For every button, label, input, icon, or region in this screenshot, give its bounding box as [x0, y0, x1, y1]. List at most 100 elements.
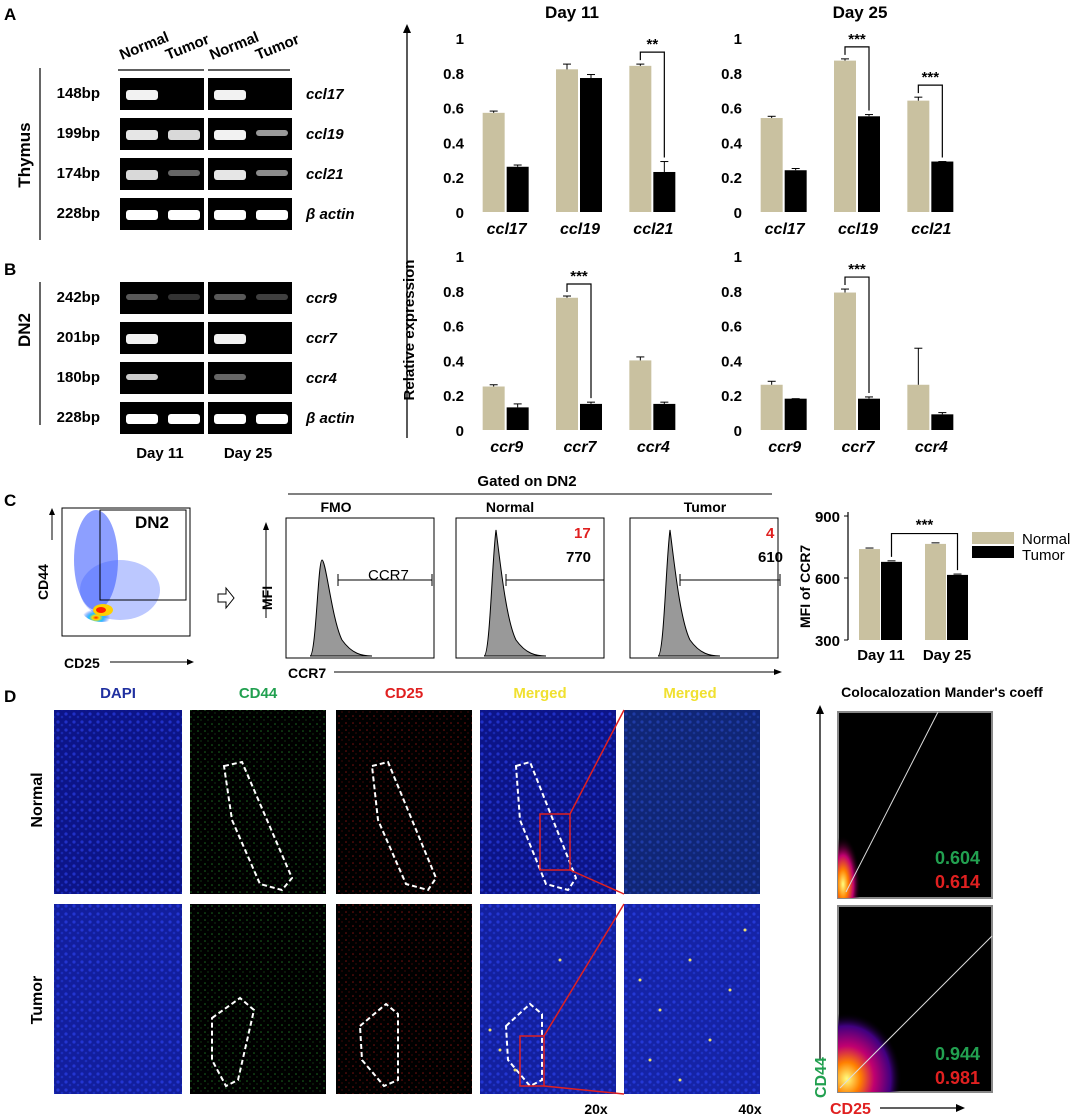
- dn2-label: DN2: [15, 313, 34, 347]
- mfi-category-label: Day 11: [857, 647, 905, 664]
- dn2-gate-label: DN2: [135, 513, 169, 532]
- y-tick-label: 0.8: [443, 284, 464, 301]
- gel-band: [168, 294, 200, 300]
- histograms: [285, 517, 781, 659]
- mfi-y-tick-label: 600: [815, 571, 840, 588]
- gel-gene-label: ccr7: [306, 330, 338, 347]
- gel-band: [126, 130, 158, 140]
- bar-normal: [834, 292, 856, 430]
- img-merged-tumor: [480, 904, 616, 1094]
- gel-band: [214, 130, 246, 140]
- mfi-significance-label: ***: [916, 517, 934, 534]
- chart-title: Day 25: [833, 3, 888, 22]
- gel-band: [256, 130, 288, 136]
- x-category-label: ccl19: [560, 221, 600, 238]
- bar-normal: [482, 112, 505, 212]
- y-tick-label: 0.2: [443, 388, 464, 405]
- significance-label: ***: [848, 31, 866, 48]
- y-tick-label: 0: [456, 423, 464, 440]
- bar-normal: [556, 69, 578, 212]
- gel-band: [126, 374, 158, 380]
- dotplot-cd25: CD25: [64, 655, 100, 671]
- gel-header-label: Normal: [207, 29, 261, 64]
- bar-normal: [760, 384, 783, 430]
- bar-tumor: [506, 166, 529, 212]
- y-tick-label: 1: [456, 249, 464, 266]
- y-tick-label: 0.6: [721, 101, 742, 118]
- gel-gene-label: ccl19: [306, 126, 344, 143]
- histogram-peak: [483, 529, 547, 657]
- mfi-y-tick-label: 900: [815, 509, 840, 526]
- y-tick-label: 1: [456, 31, 464, 48]
- y-tick-label: 0.8: [721, 66, 742, 83]
- y-tick-label: 0.6: [721, 319, 742, 336]
- gel-band: [256, 210, 288, 220]
- dn2-gate: [99, 509, 187, 601]
- gel-gene-label: ccr9: [306, 290, 338, 307]
- bar-tumor: [653, 403, 676, 430]
- gel-bp-label: 228bp: [57, 409, 100, 426]
- x-category-label: ccl17: [765, 221, 806, 238]
- gel-band: [214, 210, 246, 220]
- img-cd44-normal: [190, 710, 326, 894]
- bar-normal: [482, 386, 505, 430]
- y-tick-label: 0.2: [443, 170, 464, 187]
- bar-normal: [629, 360, 652, 430]
- chart-title: Day 11: [545, 3, 599, 22]
- y-tick-label: 0.2: [721, 388, 742, 405]
- y-tick-label: 0.4: [721, 135, 743, 152]
- hist-ccr7-axis: CCR7: [288, 665, 326, 681]
- coloc-tumor-green: 0.944: [935, 1044, 980, 1064]
- coloc-normal-green: 0.604: [935, 848, 980, 868]
- y-tick-label: 1: [734, 249, 742, 266]
- thymus-label: Thymus: [15, 122, 34, 187]
- legend-normal-swatch: [972, 532, 1014, 544]
- zoom-indicators: [519, 709, 625, 1095]
- x-category-label: ccr7: [842, 439, 876, 456]
- hist-tumor-black: 610: [758, 549, 783, 566]
- gel-bp-label: 180bp: [57, 369, 100, 386]
- y-tick-label: 0: [734, 205, 742, 222]
- img-merged40-tumor: [624, 904, 760, 1094]
- hist-normal-black: 770: [566, 549, 591, 566]
- y-tick-label: 0.8: [721, 284, 742, 301]
- gel-bp-label: 148bp: [57, 85, 100, 102]
- bar-normal: [834, 60, 856, 213]
- significance-label: ***: [570, 268, 588, 285]
- gel-gene-label: ccl21: [306, 166, 344, 183]
- x-category-label: ccr4: [915, 439, 948, 456]
- bar-tumor: [858, 398, 880, 430]
- gel-band: [214, 90, 246, 100]
- microscopy-column-title: CD25: [385, 685, 423, 702]
- legend-tumor-label: Tumor: [1022, 547, 1065, 564]
- gel-lane-box: [120, 282, 204, 314]
- histogram-frame: [285, 517, 435, 659]
- mag-40x: 40x: [738, 1101, 762, 1117]
- mag-20x: 20x: [584, 1101, 608, 1117]
- gel-bp-label: 242bp: [57, 289, 100, 306]
- bar-tumor: [784, 170, 807, 212]
- relative-expression-axis: Relative expression: [401, 24, 418, 438]
- row-title-tumor: Tumor: [29, 976, 46, 1025]
- panel-label-c: C: [4, 491, 16, 510]
- mfi-bar-normal: [859, 549, 880, 640]
- img-dapi-normal: [54, 710, 182, 894]
- y-tick-label: 1: [734, 31, 742, 48]
- gel-bp-label: 199bp: [57, 125, 100, 142]
- panel-label-d: D: [4, 687, 16, 706]
- x-category-label: ccr4: [637, 439, 670, 456]
- hist-title-fmo: FMO: [320, 499, 351, 515]
- img-cd25-tumor: [336, 904, 472, 1094]
- img-cd44-tumor: [190, 904, 326, 1094]
- bar-tumor: [931, 414, 954, 430]
- bar-normal: [907, 100, 930, 212]
- flow-panel: C DN2 CD44 CD25 Gated on DN2 FMO Normal …: [4, 473, 1070, 681]
- y-tick-label: 0.2: [721, 170, 742, 187]
- y-tick-label: 0.6: [443, 101, 464, 118]
- gel-band: [126, 90, 158, 100]
- bar-tumor: [506, 407, 529, 430]
- gel-band: [214, 374, 246, 380]
- coloc-normal-red: 0.614: [935, 872, 980, 892]
- x-category-label: ccl21: [911, 221, 951, 238]
